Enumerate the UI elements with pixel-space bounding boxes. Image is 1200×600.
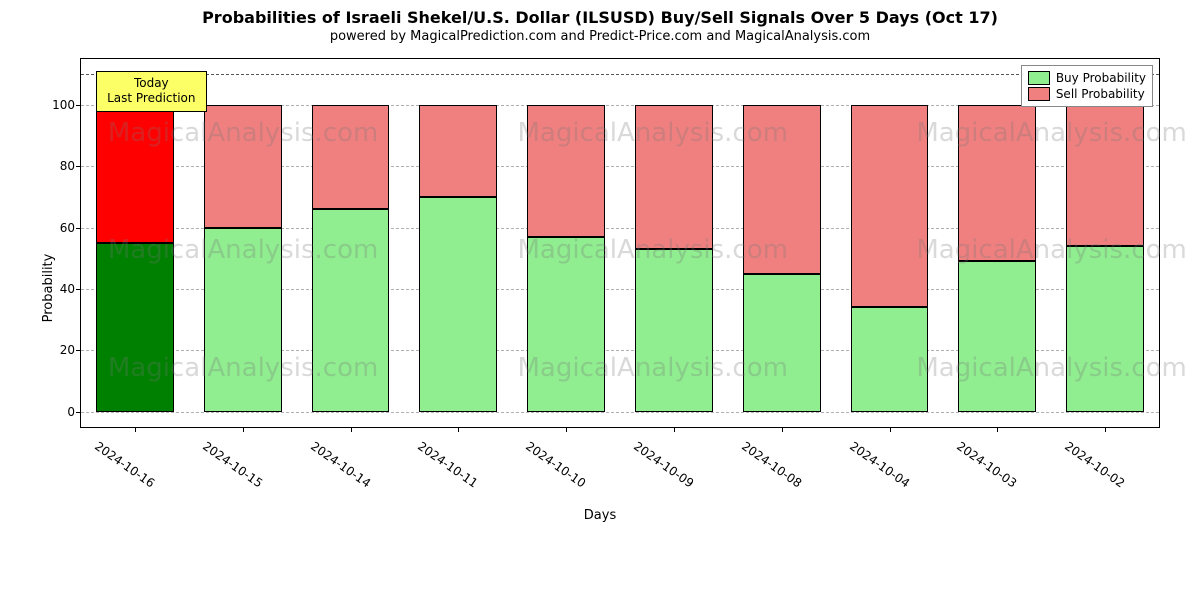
ytick-label: 100 [52,98,75,112]
annot-line1: Today [134,76,169,90]
xtick-label: 2024-10-10 [523,439,588,490]
xtick-label: 2024-10-08 [739,439,804,490]
bar-slot [635,59,713,427]
buy-bar [312,209,390,411]
xtick-label: 2024-10-02 [1062,439,1127,490]
buy-bar [527,237,605,412]
xtick-label: 2024-10-09 [631,439,696,490]
xtick-mark [997,427,998,432]
xtick-label: 2024-10-11 [415,439,480,490]
bar-slot [204,59,282,427]
buy-bar [204,228,282,412]
sell-bar [635,105,713,249]
xtick-mark [566,427,567,432]
xtick-mark [243,427,244,432]
xtick-label: 2024-10-16 [92,439,157,490]
xtick-label: 2024-10-03 [954,439,1019,490]
ytick-mark [76,228,81,229]
buy-bar [96,243,174,412]
legend-label-buy: Buy Probability [1056,71,1146,85]
xtick-mark [890,427,891,432]
xtick-mark [782,427,783,432]
sell-bar [743,105,821,274]
plot-area: Buy Probability Sell Probability Today L… [80,58,1160,428]
today-annotation: Today Last Prediction [96,71,206,112]
ytick-label: 60 [60,221,75,235]
buy-bar [851,307,929,411]
buy-bar [958,261,1036,411]
ytick-label: 40 [60,282,75,296]
xtick-mark [135,427,136,432]
bar-slot [1066,59,1144,427]
buy-bar [635,249,713,412]
sell-bar [419,105,497,197]
legend-swatch-buy [1028,71,1050,85]
x-axis-label: Days [584,508,616,523]
sell-bar [851,105,929,307]
xtick-label: 2024-10-04 [847,439,912,490]
ytick-mark [76,105,81,106]
ytick-mark [76,412,81,413]
ytick-mark [76,166,81,167]
buy-bar [743,274,821,412]
chart-title: Probabilities of Israeli Shekel/U.S. Dol… [0,0,1200,27]
ytick-label: 0 [67,405,75,419]
ytick-mark [76,350,81,351]
legend-item-sell: Sell Probability [1028,86,1146,102]
ytick-label: 80 [60,159,75,173]
sell-bar [1066,105,1144,246]
y-axis-label: Probability [41,254,56,323]
bar-slot [419,59,497,427]
bar-slot [96,59,174,427]
sell-bar [958,105,1036,261]
legend: Buy Probability Sell Probability [1021,65,1153,107]
ytick-mark [76,289,81,290]
sell-bar [204,105,282,228]
watermark: MagicalAnalysis.com [916,235,1186,265]
legend-item-buy: Buy Probability [1028,70,1146,86]
bar-slot [527,59,605,427]
chart-subtitle: powered by MagicalPrediction.com and Pre… [0,27,1200,48]
bar-slot [958,59,1036,427]
legend-swatch-sell [1028,87,1050,101]
watermark: MagicalAnalysis.com [916,353,1186,383]
xtick-mark [458,427,459,432]
legend-label-sell: Sell Probability [1056,87,1145,101]
annot-line2: Last Prediction [107,91,195,105]
buy-bar [1066,246,1144,412]
xtick-label: 2024-10-15 [200,439,265,490]
reference-line [81,74,1159,75]
xtick-mark [1105,427,1106,432]
xtick-mark [351,427,352,432]
chart-area: Probability Buy Probability Sell Probabi… [20,48,1180,528]
sell-bar [312,105,390,209]
bar-slot [851,59,929,427]
xtick-mark [674,427,675,432]
bar-slot [312,59,390,427]
watermark: MagicalAnalysis.com [916,118,1186,148]
xtick-label: 2024-10-14 [308,439,373,490]
bar-slot [743,59,821,427]
buy-bar [419,197,497,412]
sell-bar [527,105,605,237]
ytick-label: 20 [60,343,75,357]
